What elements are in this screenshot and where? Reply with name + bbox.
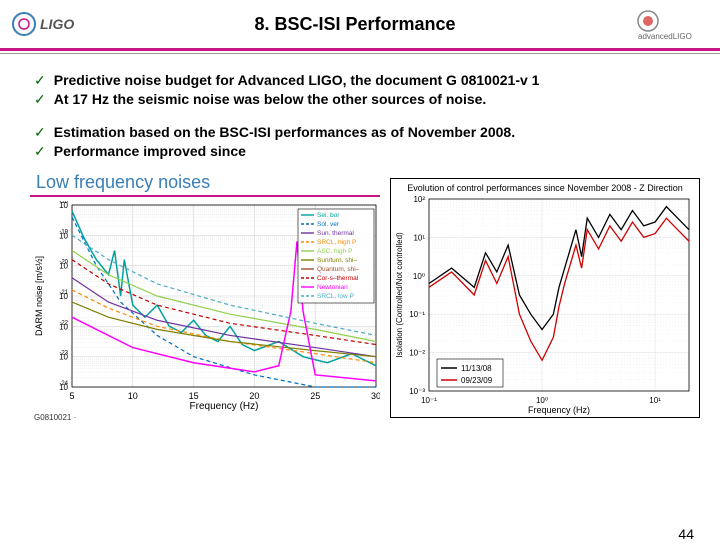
svg-text:10¹: 10¹ (413, 233, 425, 242)
ligo-logo-left: LIGO (10, 7, 80, 41)
svg-text:10: 10 (128, 391, 138, 401)
svg-text:Cor-s–thermal: Cor-s–thermal (317, 275, 359, 282)
bullet-item: ✓ At 17 Hz the seismic noise was below th… (34, 91, 686, 108)
bullet-text: Predictive noise budget for Advanced LIG… (54, 72, 540, 89)
bullet-list: ✓ Predictive noise budget for Advanced LI… (0, 72, 720, 160)
svg-text:25: 25 (310, 391, 320, 401)
svg-text:10⁻¹: 10⁻¹ (421, 396, 437, 405)
svg-text:Frequency (Hz): Frequency (Hz) (190, 401, 259, 411)
svg-text:Sun/turn. shi–: Sun/turn. shi– (317, 257, 357, 264)
svg-text:10⁻¹: 10⁻¹ (409, 310, 425, 319)
svg-text:-19: -19 (59, 229, 68, 235)
logo-right-text: advancedLIGO (638, 32, 692, 41)
svg-text:-22: -22 (59, 320, 68, 326)
svg-text:Evolution of control performan: Evolution of control performances since … (407, 183, 683, 193)
svg-text:Sei. bor: Sei. bor (317, 212, 340, 219)
header: LIGO 8. BSC-ISI Performance advancedLIGO (0, 0, 720, 48)
svg-text:10²: 10² (413, 195, 425, 204)
svg-text:10⁰: 10⁰ (536, 396, 548, 405)
right-chart-container: Evolution of control performances since … (390, 178, 700, 418)
left-chart-plot: 10-2410-2310-2210-2110-2010-1910-1851015… (30, 201, 380, 411)
svg-text:Newtonian: Newtonian (317, 284, 348, 291)
header-divider (0, 48, 720, 51)
bullet-item: ✓ Predictive noise budget for Advanced LI… (34, 72, 686, 89)
svg-text:10⁰: 10⁰ (413, 272, 425, 281)
bullet-item: ✓ Estimation based on the BSC-ISI perform… (34, 124, 686, 141)
svg-text:11/13/08: 11/13/08 (461, 364, 492, 373)
svg-text:SRCL, high P: SRCL, high P (317, 239, 356, 246)
svg-text:30: 30 (371, 391, 380, 401)
svg-text:-24: -24 (59, 381, 68, 387)
check-icon: ✓ (34, 72, 46, 89)
svg-text:09/23/09: 09/23/09 (461, 376, 493, 385)
svg-text:10⁻²: 10⁻² (409, 349, 425, 358)
svg-text:Sun. thermal: Sun. thermal (317, 230, 354, 237)
svg-text:ASC, high P: ASC, high P (317, 248, 352, 255)
svg-text:Frequency (Hz): Frequency (Hz) (528, 405, 590, 415)
svg-text:15: 15 (189, 391, 199, 401)
left-chart-footnote: G0810021 · (34, 413, 380, 422)
bullet-text: At 17 Hz the seismic noise was below the… (54, 91, 487, 108)
svg-text:Sol. ver: Sol. ver (317, 221, 340, 228)
svg-text:20: 20 (249, 391, 259, 401)
bullet-item: ✓ Performance improved since (34, 143, 686, 160)
svg-text:5: 5 (69, 391, 74, 401)
svg-text:-20: -20 (59, 260, 68, 266)
bullet-text: Estimation based on the BSC-ISI performa… (54, 124, 515, 141)
svg-text:-21: -21 (59, 290, 68, 296)
svg-text:SRCL, low P: SRCL, low P (317, 293, 354, 300)
charts-row: Low frequency noises 10-2410-2310-2210-2… (0, 162, 720, 422)
check-icon: ✓ (34, 143, 46, 160)
svg-text:Isolation (Controlled/Not cont: Isolation (Controlled/Not controlled) (395, 232, 404, 358)
ligo-logo-right: advancedLIGO (630, 7, 710, 41)
svg-text:10¹: 10¹ (649, 396, 661, 405)
left-chart-container: Low frequency noises 10-2410-2310-2210-2… (30, 168, 380, 422)
logo-left-text: LIGO (40, 16, 74, 32)
left-chart-divider (30, 195, 380, 197)
left-chart-title: Low frequency noises (36, 172, 380, 193)
bullet-text: Performance improved since (54, 143, 246, 160)
svg-text:DARM noise [m/s½]: DARM noise [m/s½] (34, 256, 44, 336)
check-icon: ✓ (34, 91, 46, 108)
svg-text:-18: -18 (59, 201, 68, 205)
svg-text:-23: -23 (59, 351, 68, 357)
page-title: 8. BSC-ISI Performance (80, 14, 630, 35)
svg-text:10⁻³: 10⁻³ (409, 387, 425, 396)
check-icon: ✓ (34, 124, 46, 141)
page-number: 44 (678, 526, 694, 542)
svg-text:Quantum, shi–: Quantum, shi– (317, 266, 360, 273)
header-divider-2 (0, 53, 720, 54)
